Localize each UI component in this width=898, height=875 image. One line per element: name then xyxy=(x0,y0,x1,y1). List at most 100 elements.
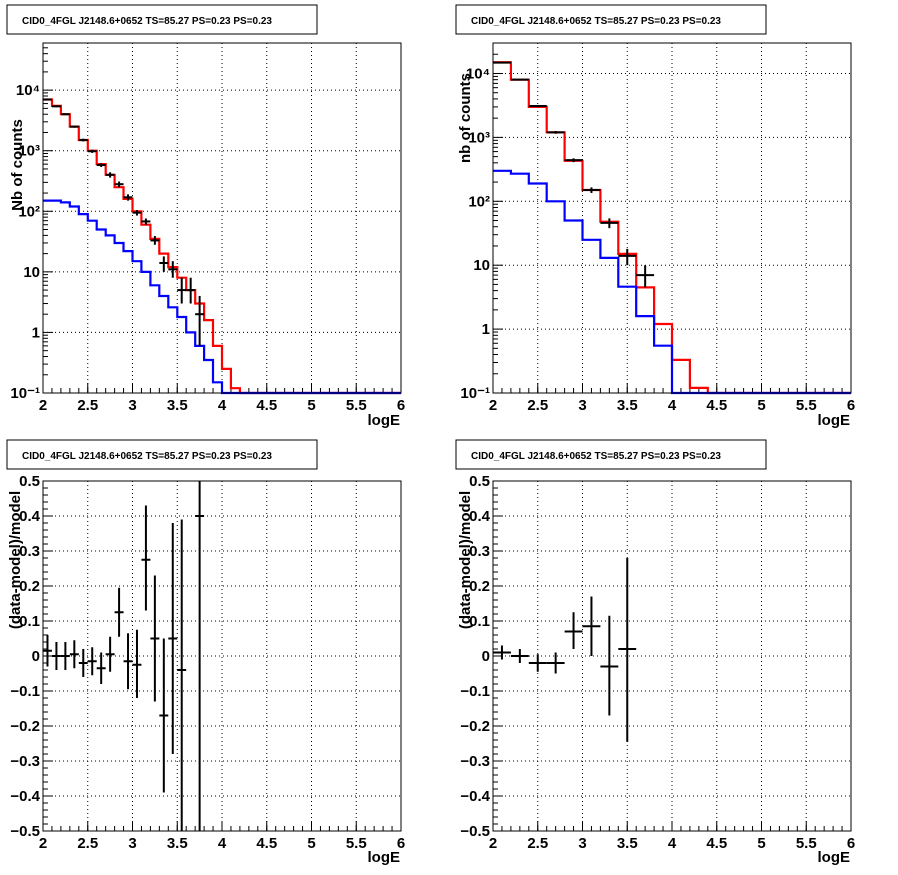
data-point xyxy=(96,652,106,684)
y-tick-label: 10 xyxy=(473,257,490,274)
chart-title: CID0_4FGL J2148.6+0652 TS=85.27 PS=0.23 … xyxy=(471,16,721,27)
plot-frame xyxy=(492,480,852,832)
x-tick-label: 3 xyxy=(578,397,586,414)
y-tick-label: 10³ xyxy=(468,129,490,146)
x-axis-title: logE xyxy=(368,412,401,429)
x-tick-label: 3.5 xyxy=(617,835,638,852)
data-point xyxy=(564,158,583,163)
x-tick-label: 4.5 xyxy=(256,397,277,414)
data-point xyxy=(132,209,142,216)
chart-panel-counts-left: CID0_4FGL J2148.6+0652 TS=85.27 PS=0.23 … xyxy=(6,4,405,429)
data-point xyxy=(114,181,124,188)
x-tick-label: 4 xyxy=(668,397,677,414)
chart-title-box xyxy=(455,439,767,470)
x-tick-label: 6 xyxy=(397,397,405,414)
y-tick-label: 10⁻¹ xyxy=(10,385,40,402)
data-point xyxy=(546,130,565,134)
data-point xyxy=(186,277,196,304)
y-tick-label: −0.5 xyxy=(10,823,40,840)
plot-frame xyxy=(42,480,402,832)
data-point xyxy=(618,248,637,266)
data-point xyxy=(141,505,151,611)
y-tick-label: 0.1 xyxy=(469,613,490,630)
y-axis-title: Nb of counts xyxy=(9,119,26,211)
y-axis-title: (data-model)/model xyxy=(457,491,474,629)
data-point xyxy=(636,265,655,288)
x-tick-label: 5 xyxy=(757,835,765,852)
y-tick-label: 0.1 xyxy=(19,613,40,630)
x-tick-label: 6 xyxy=(847,397,855,414)
x-tick-label: 3 xyxy=(578,835,586,852)
x-tick-label: 4 xyxy=(218,397,227,414)
x-tick-label: 2 xyxy=(489,835,497,852)
y-tick-label: −0.3 xyxy=(460,753,490,770)
data-point xyxy=(600,218,619,229)
data-point xyxy=(168,523,178,754)
x-tick-label: 5.5 xyxy=(796,835,817,852)
data-point xyxy=(528,654,547,672)
y-tick-label: −0.2 xyxy=(460,718,490,735)
y-tick-label: 0.5 xyxy=(469,473,490,490)
chart-panel-counts-right: CID0_4FGL J2148.6+0652 TS=85.27 PS=0.23 … xyxy=(455,4,855,429)
data-point xyxy=(159,256,169,272)
grid xyxy=(43,481,401,831)
data-point xyxy=(618,558,637,742)
data-point xyxy=(105,172,115,178)
data-point xyxy=(177,519,187,831)
y-tick-label: 0.5 xyxy=(19,473,40,490)
data-point xyxy=(528,104,547,107)
y-tick-label: 0.2 xyxy=(19,578,40,595)
y-tick-label: 0.4 xyxy=(469,508,491,525)
chart-panel-residuals-left: CID0_4FGL J2148.6+0652 TS=85.27 PS=0.23 … xyxy=(6,439,405,866)
data-point xyxy=(96,163,106,167)
y-tick-label: −0.4 xyxy=(10,788,40,805)
x-tick-label: 4.5 xyxy=(706,835,727,852)
x-axis-title: logE xyxy=(368,849,401,866)
data-point xyxy=(141,218,151,225)
y-tick-label: 0.4 xyxy=(19,508,41,525)
y-tick-label: 10⁴ xyxy=(16,82,40,99)
data-point xyxy=(493,645,511,660)
y-tick-label: 0 xyxy=(482,648,490,665)
x-tick-label: 5.5 xyxy=(346,397,367,414)
x-tick-label: 4.5 xyxy=(706,397,727,414)
y-tick-label: −0.3 xyxy=(10,753,40,770)
chart-title-box xyxy=(6,4,318,35)
y-tick-label: 1 xyxy=(482,321,490,338)
data-point xyxy=(114,587,124,637)
y-tick-label: 10³ xyxy=(18,143,40,160)
x-axis-title: logE xyxy=(818,849,851,866)
x-tick-label: 4.5 xyxy=(256,835,277,852)
x-tick-label: 5.5 xyxy=(346,835,367,852)
data-point xyxy=(123,633,133,690)
x-tick-label: 2.5 xyxy=(527,835,548,852)
data-point xyxy=(87,647,97,676)
x-tick-label: 3.5 xyxy=(167,397,188,414)
x-tick-label: 5 xyxy=(307,835,315,852)
x-tick-label: 3.5 xyxy=(617,397,638,414)
grid xyxy=(493,481,851,831)
x-tick-label: 2 xyxy=(39,397,47,414)
data-point xyxy=(132,629,142,698)
grid xyxy=(43,43,401,393)
data-point xyxy=(69,125,79,128)
x-tick-label: 5 xyxy=(307,397,315,414)
data-point xyxy=(510,78,529,81)
data-point xyxy=(546,652,565,674)
y-tick-label: 0.3 xyxy=(19,543,40,560)
chart-panel-residuals-right: CID0_4FGL J2148.6+0652 TS=85.27 PS=0.23 … xyxy=(455,439,855,866)
data-point xyxy=(582,187,601,193)
x-tick-label: 5 xyxy=(757,397,765,414)
data-point xyxy=(600,615,619,716)
chart-title-box xyxy=(455,4,767,35)
x-tick-label: 6 xyxy=(847,835,855,852)
y-tick-label: −0.4 xyxy=(460,788,490,805)
x-tick-label: 4 xyxy=(218,835,227,852)
y-tick-label: −0.1 xyxy=(10,683,40,700)
x-tick-label: 4 xyxy=(668,835,677,852)
data-point xyxy=(60,113,70,116)
x-tick-label: 6 xyxy=(397,835,405,852)
y-tick-label: −0.2 xyxy=(10,718,40,735)
data-point xyxy=(195,295,205,346)
